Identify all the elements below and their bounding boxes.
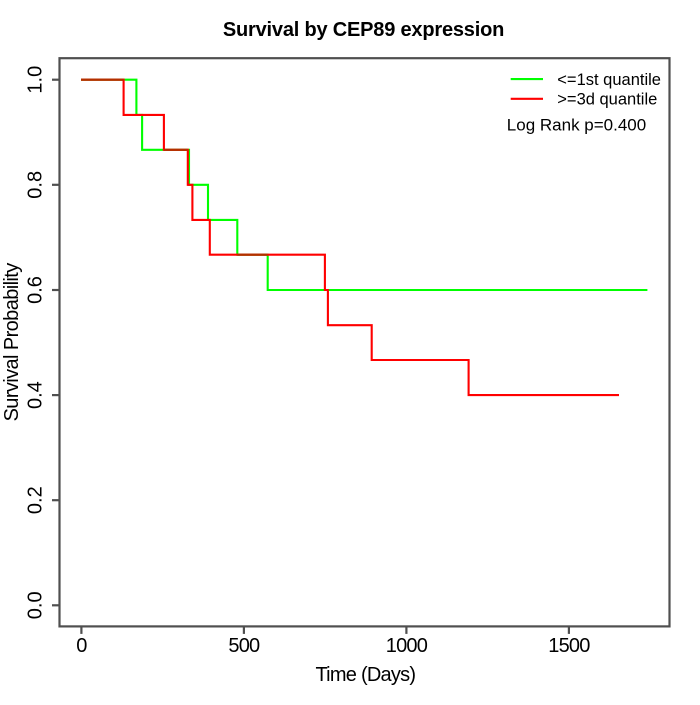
svg-text:Survival Probability: Survival Probability — [1, 263, 23, 422]
svg-text:1.0: 1.0 — [25, 66, 47, 94]
svg-text:0.2: 0.2 — [25, 486, 47, 514]
svg-text:1500: 1500 — [548, 635, 590, 657]
svg-text:0.4: 0.4 — [25, 381, 47, 409]
svg-text:Time (Days): Time (Days) — [315, 664, 415, 686]
svg-text:0.0: 0.0 — [25, 591, 47, 619]
svg-text:<=1st quantile: <=1st quantile — [557, 71, 661, 89]
svg-text:500: 500 — [228, 635, 260, 657]
svg-text:0: 0 — [76, 635, 87, 657]
svg-text:1000: 1000 — [386, 635, 428, 657]
svg-text:Log Rank p=0.400: Log Rank p=0.400 — [507, 116, 646, 135]
svg-text:0.6: 0.6 — [25, 276, 47, 304]
svg-text:0.8: 0.8 — [25, 171, 47, 199]
svg-text:>=3d quantile: >=3d quantile — [557, 91, 657, 109]
svg-text:Survival by CEP89 expression: Survival by CEP89 expression — [223, 19, 504, 41]
